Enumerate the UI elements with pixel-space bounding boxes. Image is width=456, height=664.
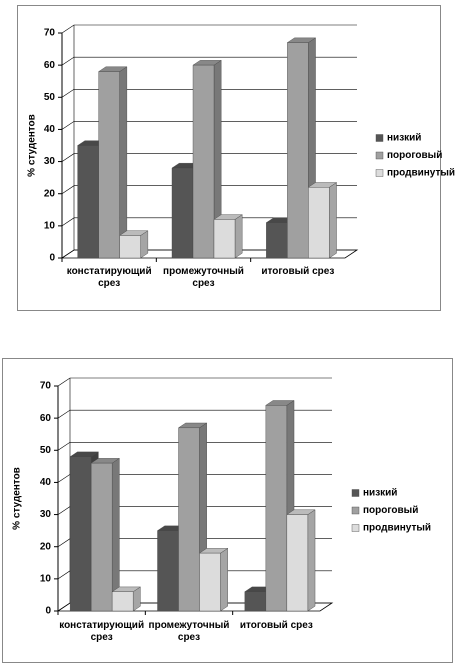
- bar-face: [308, 187, 330, 259]
- bar-face: [234, 214, 243, 259]
- y-tick-label: 20: [40, 541, 52, 552]
- legend-swatch: [351, 489, 360, 497]
- x-tick-label-box: промежуточный срез: [148, 620, 230, 643]
- bar-face: [220, 547, 228, 612]
- bar: [198, 547, 229, 612]
- bar: [98, 66, 128, 259]
- bar-face: [199, 552, 221, 612]
- x-tick-label: промежуточный срез: [148, 620, 230, 643]
- y-tick-label: 10: [40, 573, 52, 584]
- legend-swatch: [375, 134, 384, 142]
- bar-face: [178, 427, 200, 612]
- legend-label: низкий: [363, 488, 397, 499]
- bar-face: [192, 64, 215, 259]
- bar-face: [287, 42, 309, 259]
- bar: [90, 457, 121, 612]
- x-tick-label: промежуточный срез: [163, 266, 244, 289]
- bar-face: [77, 145, 99, 259]
- x-tick-label-box: констатирующий срез: [66, 266, 152, 289]
- grid-line: [57, 377, 332, 387]
- bar: [307, 182, 338, 259]
- bar: [286, 509, 316, 612]
- x-tick-label-box: итоговый срез: [261, 266, 335, 277]
- y-tick-label: 30: [44, 156, 56, 167]
- y-tick-label: 0: [45, 606, 51, 617]
- y-axis-label: % студентов: [12, 467, 23, 530]
- chart-frame: [17, 5, 441, 311]
- bar-face: [213, 219, 236, 259]
- y-tick-label: 0: [49, 253, 55, 264]
- legend-swatch: [351, 524, 360, 532]
- legend-swatch: [375, 151, 384, 160]
- bar: [111, 586, 142, 612]
- y-tick-label: 20: [44, 188, 56, 199]
- y-tick-label: 40: [44, 124, 56, 135]
- legend-swatch: [375, 169, 384, 177]
- y-tick-label: 50: [40, 445, 52, 456]
- bar: [213, 214, 243, 259]
- y-tick-label: 10: [44, 220, 56, 231]
- x-tick-label: констатирующий срез: [66, 266, 152, 289]
- y-tick-label: 50: [44, 92, 56, 103]
- legend-label: продвинутый: [363, 523, 431, 534]
- legend-label: продвинутый: [387, 168, 455, 179]
- legend-label: пороговый: [387, 150, 442, 161]
- bar: [286, 37, 317, 259]
- legend-label: низкий: [387, 133, 421, 144]
- x-tick-label-box: промежуточный срез: [163, 266, 244, 289]
- bar: [192, 59, 222, 259]
- x-tick-label-box: констатирующий срез: [59, 620, 145, 643]
- bar-face: [266, 222, 288, 259]
- bar-face: [111, 591, 134, 612]
- y-tick-label: 60: [44, 60, 56, 71]
- bar-face: [286, 514, 309, 612]
- y-tick-label: 70: [40, 381, 52, 392]
- y-axis-label: % студентов: [27, 114, 38, 177]
- bar-face: [98, 71, 120, 259]
- bar-face: [119, 66, 128, 259]
- y-tick-label: 60: [40, 413, 52, 424]
- bar-face: [244, 591, 267, 612]
- bar-face: [69, 456, 92, 612]
- y-tick-label: 40: [40, 477, 52, 488]
- x-tick-label: констатирующий срез: [59, 620, 145, 643]
- legend-label: пороговый: [363, 505, 418, 516]
- chart-frame: [2, 358, 453, 663]
- bar-face: [90, 462, 113, 612]
- x-tick-label: итоговый срез: [261, 266, 335, 277]
- bar-face: [157, 530, 179, 612]
- bar-face: [119, 235, 141, 259]
- grid-line: [61, 24, 357, 34]
- bar-face: [307, 509, 316, 612]
- legend-swatch: [351, 506, 360, 515]
- x-tick-label-box: итоговый срез: [239, 620, 313, 631]
- y-tick-label: 30: [40, 509, 52, 520]
- bar-face: [329, 182, 337, 259]
- bar: [119, 230, 149, 259]
- bar-face: [265, 405, 288, 612]
- bar-face: [171, 167, 194, 259]
- x-tick-label: итоговый срез: [239, 620, 313, 631]
- y-tick-label: 70: [44, 28, 56, 39]
